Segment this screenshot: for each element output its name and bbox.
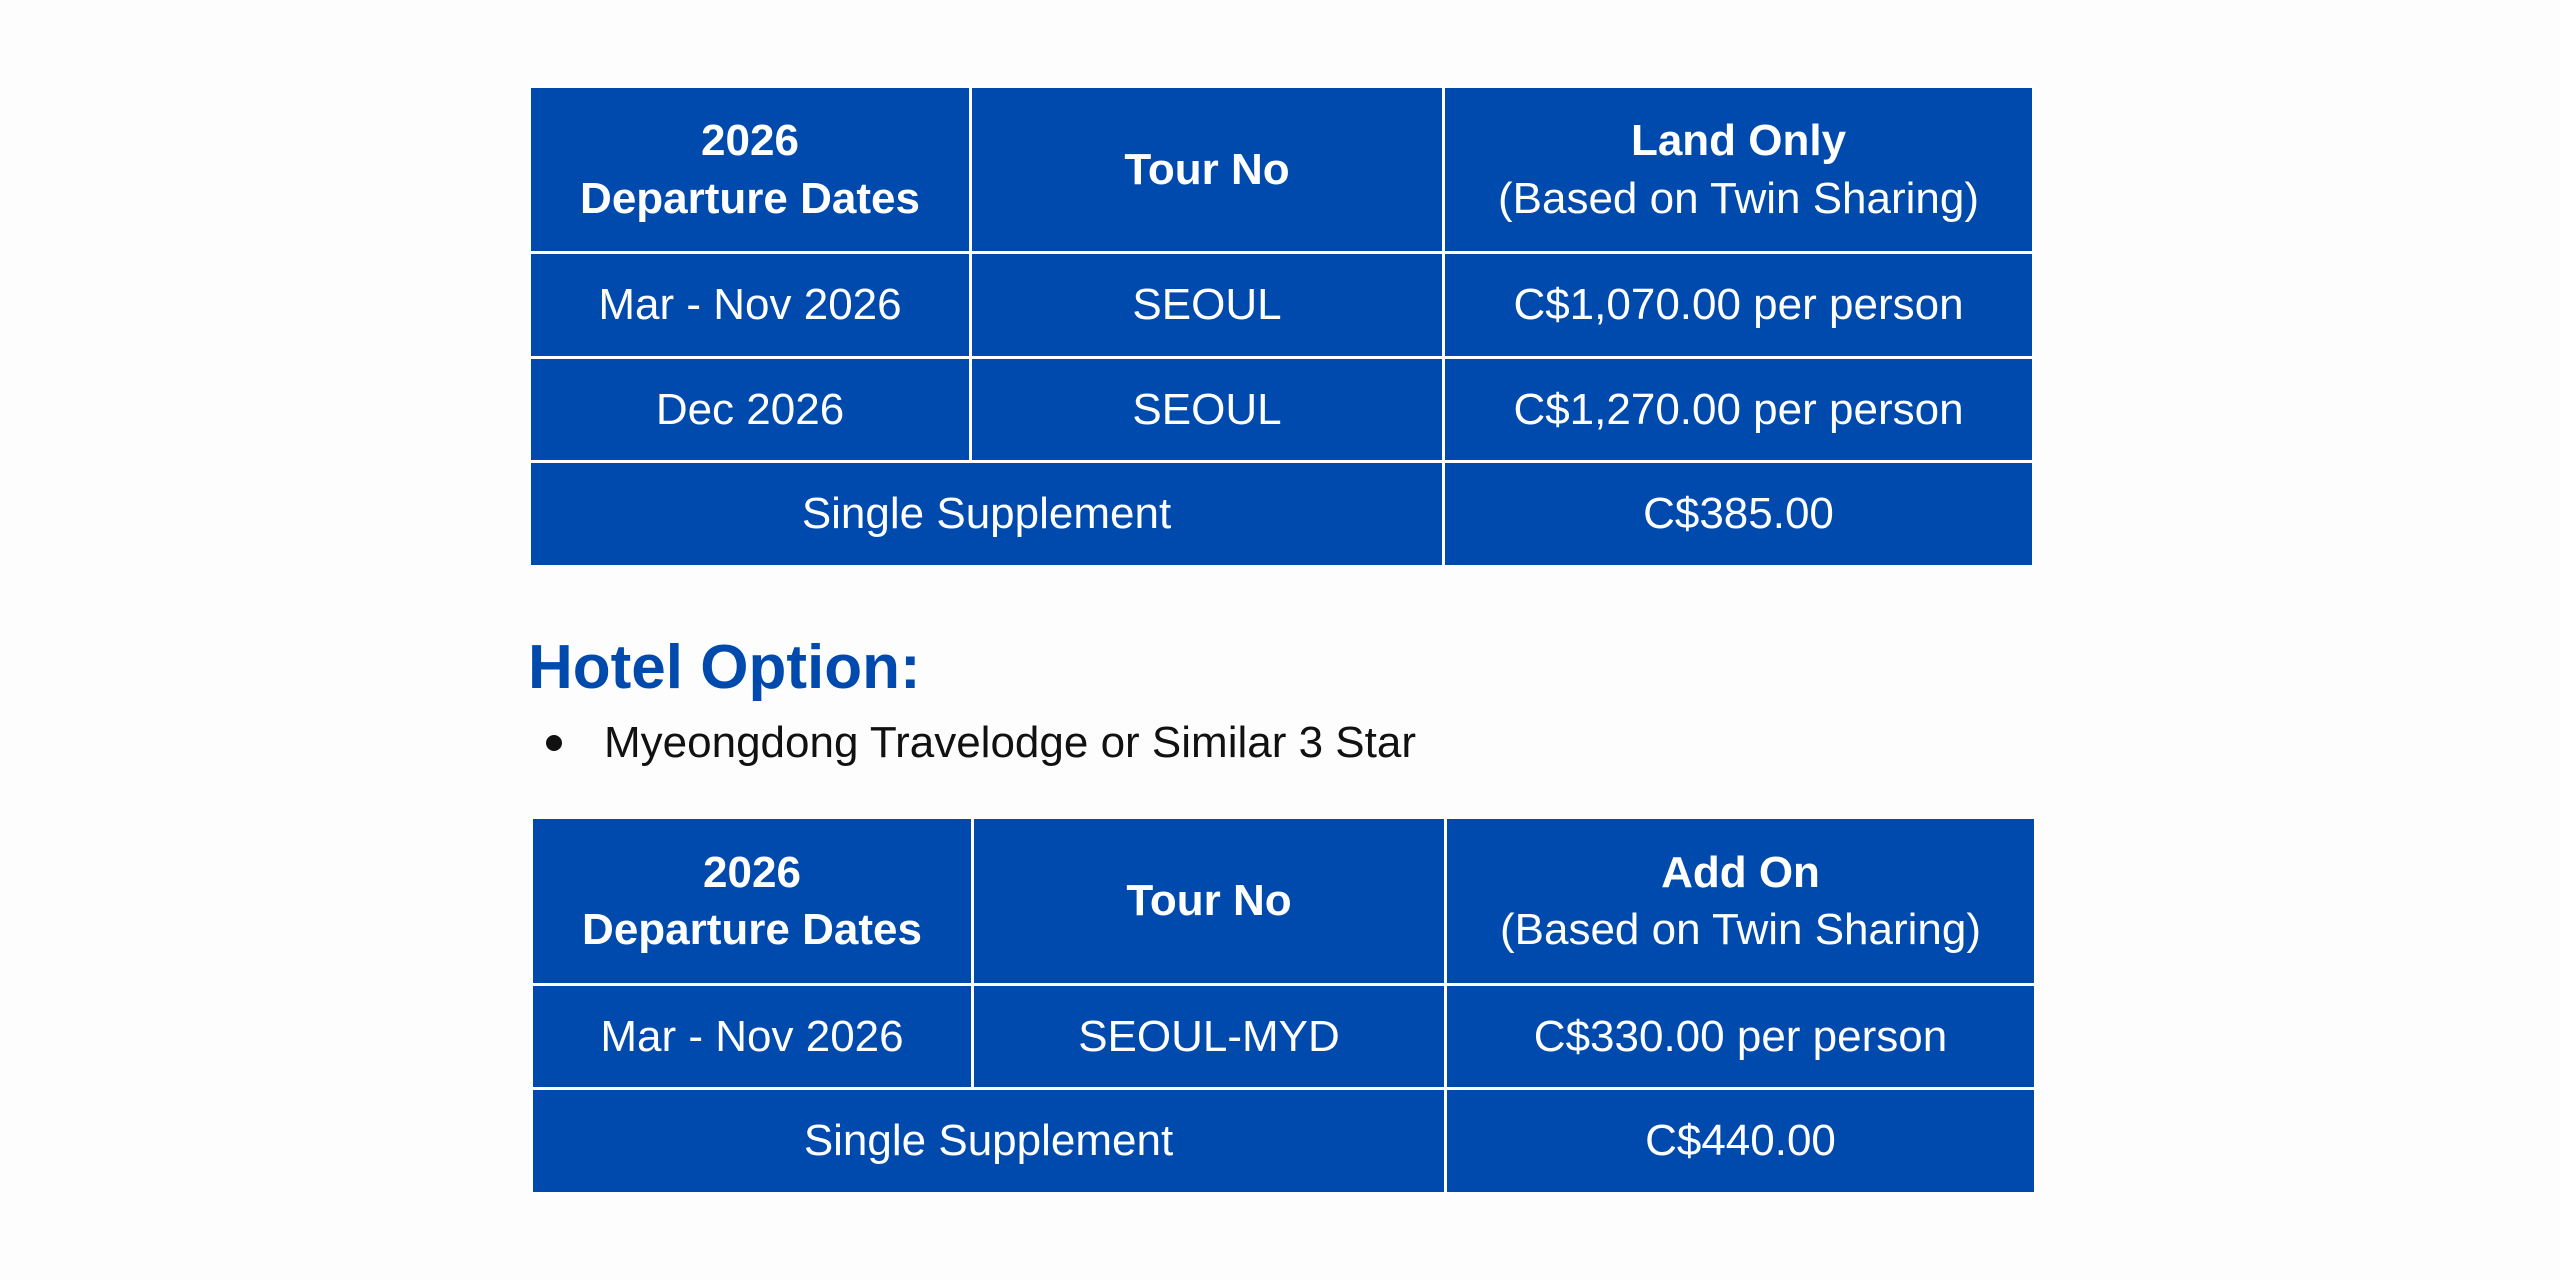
cell-price: C$1,070.00 per person (1442, 251, 2035, 359)
header-departure-dates: 2026 Departure Dates (530, 816, 974, 986)
header-twin-sharing-note: (Based on Twin Sharing) (1497, 173, 1979, 223)
hotel-option-heading: Hotel Option: (528, 633, 921, 702)
table-header-row: 2026 Departure Dates Tour No Land Only (Ba… (528, 85, 2035, 254)
table-header-row: 2026 Departure Dates Tour No Add On (Based… (530, 816, 2037, 986)
header-dates-label: Departure Dates (582, 905, 922, 954)
cell-price: C$330.00 per person (1444, 983, 2037, 1090)
bullet-icon (546, 735, 562, 751)
header-land-only-label: Land Only (1630, 116, 1847, 166)
header-land-only: Land Only (Based on Twin Sharing) (1442, 85, 2035, 254)
land-only-price-table: 2026 Departure Dates Tour No Land Only (Ba… (528, 85, 2035, 568)
supplement-row: Single Supplement C$440.00 (530, 1087, 2037, 1195)
header-year: 2026 (701, 116, 799, 166)
hotel-name: Myeongdong Travelodge or Similar 3 Star (604, 718, 1416, 767)
header-departure-dates: 2026 Departure Dates (528, 85, 972, 254)
table-row: Mar - Nov 2026 SEOUL C$1,070.00 per pers… (528, 251, 2035, 359)
supplement-label: Single Supplement (528, 460, 1445, 568)
header-year: 2026 (703, 847, 801, 897)
supplement-label: Single Supplement (530, 1087, 1447, 1195)
header-tour-no: Tour No (971, 816, 1447, 986)
cell-tour: SEOUL (969, 356, 1445, 463)
cell-tour: SEOUL (969, 251, 1445, 359)
header-add-on-label: Add On (1661, 847, 1820, 897)
hotel-list-item: Myeongdong Travelodge or Similar 3 Star (546, 718, 1416, 768)
cell-dates: Dec 2026 (528, 356, 972, 463)
cell-price: C$1,270.00 per person (1442, 356, 2035, 463)
table-row: Mar - Nov 2026 SEOUL-MYD C$330.00 per pe… (530, 983, 2037, 1090)
cell-dates: Mar - Nov 2026 (528, 251, 972, 359)
header-tour-no: Tour No (969, 85, 1445, 254)
supplement-price: C$385.00 (1442, 460, 2035, 568)
supplement-price: C$440.00 (1444, 1087, 2037, 1195)
header-add-on: Add On (Based on Twin Sharing) (1444, 816, 2037, 986)
table-row: Dec 2026 SEOUL C$1,270.00 per person (528, 356, 2035, 463)
header-twin-sharing-note: (Based on Twin Sharing) (1499, 905, 1981, 954)
add-on-price-table: 2026 Departure Dates Tour No Add On (Based… (530, 816, 2037, 1195)
header-dates-label: Departure Dates (580, 173, 920, 223)
supplement-row: Single Supplement C$385.00 (528, 460, 2035, 568)
cell-tour: SEOUL-MYD (971, 983, 1447, 1090)
cell-dates: Mar - Nov 2026 (530, 983, 974, 1090)
